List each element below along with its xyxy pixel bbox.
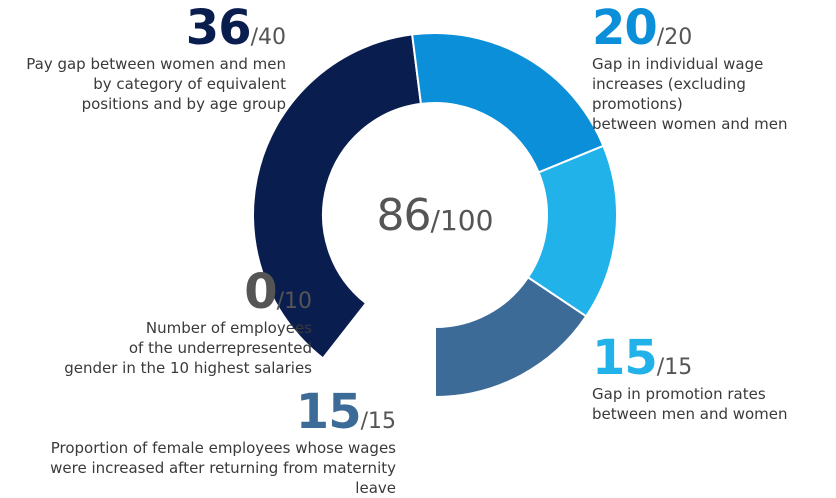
- segment-score-max: /15: [360, 409, 396, 434]
- segment-desc-line: Gap in individual wage: [592, 55, 764, 73]
- segment-label-pay-gap: 36/40 Pay gap between women and men by c…: [10, 4, 286, 114]
- segment-label-wage-increases: 20/20 Gap in individual wage increases (…: [592, 4, 832, 134]
- segment-score-max: /15: [656, 355, 693, 380]
- segment-desc-line: by category of equivalent: [93, 75, 286, 93]
- segment-score-value: 15: [592, 330, 658, 386]
- donut-segment: [411, 32, 605, 174]
- segment-score-value: 15: [295, 384, 362, 440]
- total-score-value: 86: [376, 190, 432, 241]
- donut-chart: [252, 32, 618, 399]
- segment-label-promotion-rates: 15/15 Gap in promotion rates between men…: [592, 334, 832, 424]
- segment-score-value: 20: [592, 0, 658, 56]
- segment-score-max: /20: [656, 25, 693, 50]
- segment-desc-line: Proportion of female employees whose wag…: [50, 439, 396, 457]
- segment-desc-line: were increased after returning from mate…: [50, 459, 396, 497]
- segment-desc-line: Pay gap between women and men: [26, 55, 286, 73]
- segment-desc-line: of the underrepresented: [128, 339, 312, 357]
- segment-score-max: /40: [250, 25, 286, 50]
- segment-desc-line: gender in the 10 highest salaries: [64, 359, 312, 377]
- donut-segment: [434, 275, 588, 399]
- segment-desc-line: between men and women: [592, 405, 788, 423]
- donut-segment: [252, 33, 423, 360]
- segment-desc-line: between women and men: [592, 115, 788, 133]
- segment-desc-line: Gap in promotion rates: [592, 385, 766, 403]
- segment-desc-line: Number of employees: [145, 319, 312, 337]
- segment-score-value: 36: [185, 0, 252, 56]
- segment-label-highest-salaries: 0/10 Number of employees of the underrep…: [40, 268, 312, 378]
- total-score: 86/100: [300, 190, 570, 241]
- segment-label-maternity-leave: 15/15 Proportion of female employees who…: [20, 388, 396, 498]
- segment-desc-line: increases (excluding promotions): [592, 75, 746, 113]
- segment-score-max: /10: [276, 289, 312, 314]
- segment-score-value: 0: [244, 264, 277, 320]
- segment-desc-line: positions and by age group: [81, 95, 286, 113]
- total-score-max: /100: [430, 204, 494, 237]
